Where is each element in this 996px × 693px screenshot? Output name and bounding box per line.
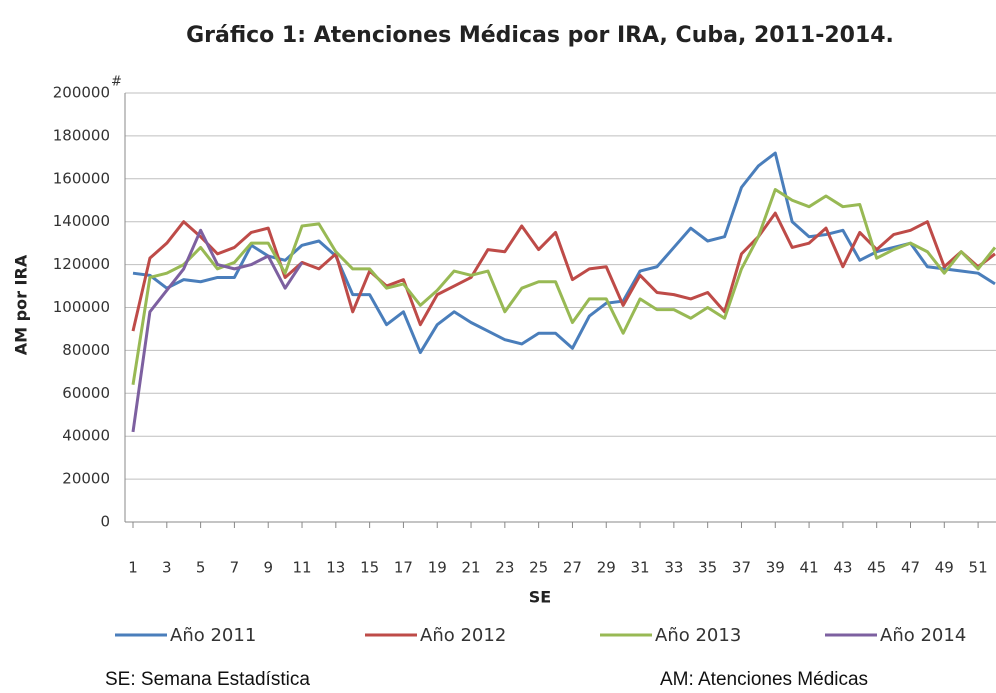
legend-label: Año 2013: [655, 625, 741, 646]
x-tick-label: 29: [597, 559, 616, 577]
x-tick-label: 15: [360, 559, 379, 577]
y-tick-label: 100000: [53, 298, 110, 316]
y-tick-label: 60000: [62, 384, 110, 402]
x-tick-label: 49: [935, 559, 954, 577]
x-tick-label: 35: [698, 559, 717, 577]
x-tick-label: 3: [162, 559, 172, 577]
y-axis-label: AM por IRA: [12, 254, 31, 355]
y-tick-label: 200000: [53, 84, 110, 102]
y-tick-label: 40000: [62, 427, 110, 445]
y-tick-label: 140000: [53, 212, 110, 230]
x-tick-label: 25: [529, 559, 548, 577]
series-line: [131, 188, 996, 385]
x-tick-label: 39: [766, 559, 785, 577]
x-tick-label: 5: [196, 559, 206, 577]
x-tick-label: 23: [495, 559, 514, 577]
legend-label: Año 2014: [880, 625, 966, 646]
y-tick-label: 0: [100, 513, 110, 531]
x-tick-label: 37: [732, 559, 751, 577]
x-tick-label: 21: [461, 559, 480, 577]
note: AM: Atenciones Médicas: [660, 669, 868, 690]
x-tick-label: 31: [631, 559, 650, 577]
x-tick-label: 17: [394, 559, 413, 577]
x-tick-label: 13: [326, 559, 345, 577]
legend-label: Año 2012: [420, 625, 506, 646]
x-tick-label: 51: [969, 559, 988, 577]
chart-title: Gráfico 1: Atenciones Médicas por IRA, C…: [186, 23, 894, 48]
x-tick-label: 1: [128, 559, 138, 577]
x-tick-label: 9: [263, 559, 273, 577]
note: SE: Semana Estadística: [105, 669, 310, 690]
x-tick-label: 19: [428, 559, 447, 577]
y-tick-label: 160000: [53, 169, 110, 187]
y-axis-annotation: #: [111, 75, 122, 90]
legend-label: Año 2011: [170, 625, 256, 646]
x-tick-label: 11: [292, 559, 311, 577]
x-axis-label: SE: [529, 588, 551, 607]
x-tick-label: 27: [563, 559, 582, 577]
y-tick-label: 80000: [62, 341, 110, 359]
y-tick-label: 120000: [53, 255, 110, 273]
x-tick-label: 43: [833, 559, 852, 577]
x-tick-label: 41: [800, 559, 819, 577]
series-line: [131, 211, 996, 332]
x-tick-label: 7: [230, 559, 240, 577]
series-line: [131, 228, 304, 433]
y-tick-label: 180000: [53, 126, 110, 144]
x-tick-label: 33: [664, 559, 683, 577]
x-tick-label: 45: [867, 559, 886, 577]
x-tick-label: 47: [901, 559, 920, 577]
y-tick-label: 20000: [62, 470, 110, 488]
